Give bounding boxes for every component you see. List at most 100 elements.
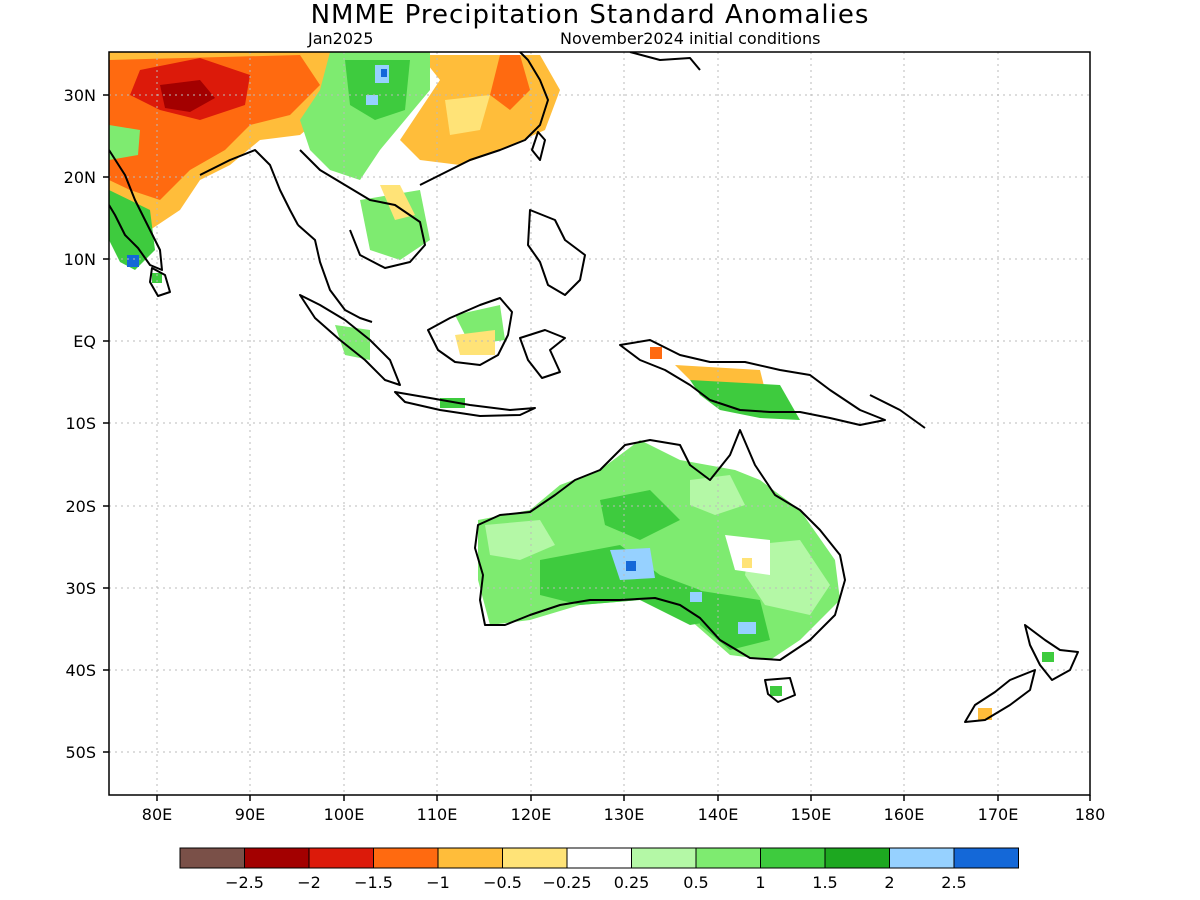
lon-label: 120E	[511, 805, 552, 824]
lon-ticks	[156, 795, 1091, 801]
coast-china	[419, 52, 549, 186]
lat-ticks	[103, 94, 109, 753]
lat-label: 20N	[64, 168, 96, 187]
dry-spot-australia	[742, 558, 752, 568]
coast-australia	[474, 429, 846, 661]
coast-india	[109, 149, 163, 271]
strong-wet-spot-se	[738, 622, 756, 634]
lon-label: 80E	[142, 805, 172, 824]
wet-anomaly-indochina	[360, 190, 430, 260]
lon-label: 110E	[417, 805, 458, 824]
colorbar-label: −2.5	[225, 873, 264, 892]
moderate-wet-australia-b	[600, 490, 680, 540]
colorbar-label: 0.5	[683, 873, 708, 892]
neutral-australia	[725, 535, 770, 575]
colorbar-label: −2	[297, 873, 321, 892]
wet-anomaly-seasia-core	[345, 60, 410, 120]
lat-label: 30N	[64, 86, 96, 105]
graticule	[109, 52, 1090, 795]
colorbar-swatch	[437, 847, 503, 869]
slight-dry-indochina	[380, 185, 415, 220]
lat-label: EQ	[73, 332, 96, 351]
colorbar-label: 1.5	[812, 873, 837, 892]
wet-spot-tasmania	[770, 686, 782, 696]
coast-malay-peninsula	[297, 224, 373, 323]
coast-philippines	[527, 209, 586, 296]
lon-label: 150E	[791, 805, 832, 824]
colorbar-label: −1	[426, 873, 450, 892]
wet-anomaly-india-coast	[109, 190, 155, 270]
coast-sulawesi	[519, 329, 566, 379]
lon-label: 160E	[884, 805, 925, 824]
coast-taiwan	[531, 131, 546, 161]
lat-labels: 30N 20N 10N EQ 10S 20S 30S 40S 50S	[64, 86, 96, 762]
lon-label: 140E	[698, 805, 739, 824]
lat-label: 10N	[64, 250, 96, 269]
wet-spot-seasia-2	[381, 69, 387, 77]
wet-spot-sri-lanka-2	[152, 273, 162, 283]
very-strong-wet-australia	[626, 561, 636, 571]
colorbar-swatch	[502, 847, 568, 869]
coast-new-zealand-south	[964, 669, 1036, 723]
colorbar-label: −1.5	[354, 873, 393, 892]
colorbar-swatch	[953, 847, 1019, 869]
valid-month-label: Jan2025	[308, 29, 374, 48]
slight-wet-australia-b	[690, 475, 745, 515]
coast-bay-of-bengal	[199, 149, 299, 226]
lat-label: 30S	[65, 579, 96, 598]
colorbar: −2.5 −2 −1.5 −1 −0.5 −0.25 0.25 0.5 1 1.5 2 2.5	[179, 847, 1019, 892]
lat-label: 10S	[65, 414, 96, 433]
dry-spot-new-guinea	[650, 347, 662, 359]
colorbar-swatch	[244, 847, 310, 869]
moderate-wet-australia-c	[695, 590, 770, 650]
coast-sri-lanka	[149, 267, 171, 297]
slight-dry-china	[445, 95, 490, 135]
colorbar-swatch	[760, 847, 826, 869]
lon-label: 100E	[324, 805, 365, 824]
colorbar-label: 0.25	[614, 873, 650, 892]
lon-labels: 80E 90E 100E 110E 120E 130E 140E 150E 16…	[142, 805, 1106, 824]
wet-anomaly-india-west	[109, 125, 140, 160]
colorbar-label: −0.5	[483, 873, 522, 892]
dry-anomaly-china-coast	[490, 55, 530, 110]
lon-label: 180	[1075, 805, 1106, 824]
colorbar-label: −0.25	[542, 873, 591, 892]
wet-spot-sri-lanka	[127, 255, 139, 267]
lat-label: 20S	[65, 497, 96, 516]
dry-anomaly-borneo	[455, 330, 495, 355]
coast-japan	[629, 52, 701, 71]
wet-spot-seasia-3	[366, 95, 378, 105]
coast-tasmania	[764, 677, 796, 703]
coastlines	[109, 52, 1079, 723]
anomaly-shading	[109, 52, 1054, 720]
slight-wet-australia-a	[485, 520, 555, 560]
colorbar-label: 1	[755, 873, 765, 892]
colorbar-swatch	[889, 847, 955, 869]
colorbar-swatch	[308, 847, 374, 869]
colorbar-swatch	[566, 847, 632, 869]
colorbar-swatch	[695, 847, 761, 869]
wet-anomaly-sumatra	[335, 325, 370, 360]
coast-indochina	[299, 149, 426, 269]
coast-sumatra	[299, 294, 401, 386]
coast-borneo	[427, 297, 513, 366]
lon-label: 170E	[978, 805, 1019, 824]
coast-new-guinea	[619, 339, 886, 426]
moderate-wet-australia-a	[540, 545, 720, 625]
lon-label: 130E	[604, 805, 645, 824]
colorbar-swatch	[179, 847, 245, 869]
dry-anomaly-core	[160, 80, 215, 112]
coast-solomon	[869, 394, 926, 429]
lon-label: 90E	[235, 805, 265, 824]
coast-new-zealand-north	[1024, 624, 1079, 681]
colorbar-label: 2	[884, 873, 894, 892]
strong-wet-spot-sa	[690, 592, 702, 602]
init-conditions-label: November2024 initial conditions	[560, 29, 821, 48]
wet-anomaly-new-guinea	[690, 380, 800, 420]
map-frame	[108, 51, 1091, 796]
colorbar-swatch	[824, 847, 890, 869]
colorbar-swatch	[631, 847, 697, 869]
map-title: NMME Precipitation Standard Anomalies	[310, 0, 870, 30]
coast-java	[394, 391, 536, 417]
